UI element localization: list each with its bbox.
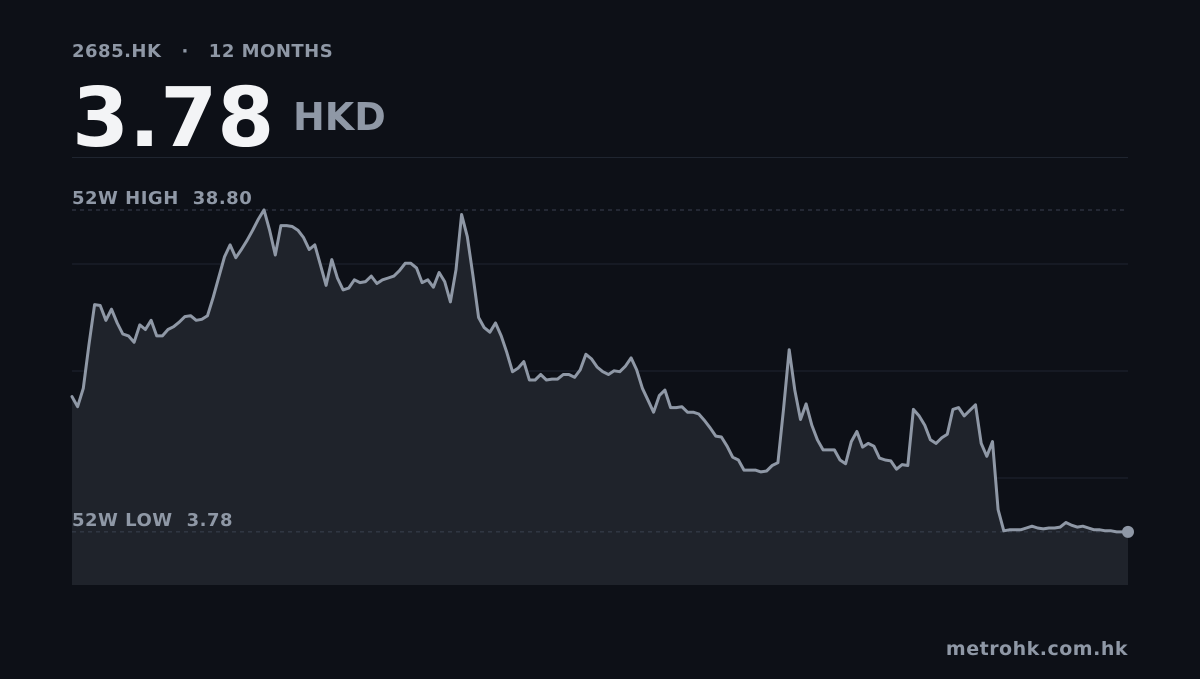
last-point xyxy=(1122,525,1134,538)
ref-value: 38.80 xyxy=(193,188,252,209)
ref-name: 52W HIGH xyxy=(72,188,179,209)
plot-area: 52W HIGH 38.80 52W LOW 3.78 xyxy=(70,188,1134,585)
price-line xyxy=(70,208,1130,534)
area-fill xyxy=(72,209,1128,585)
ref-name: 52W LOW xyxy=(72,510,173,531)
ref-value: 3.78 xyxy=(187,510,233,531)
low-line-label: 52W LOW 3.78 xyxy=(72,510,233,531)
currency: HKD xyxy=(293,95,386,139)
period: 12 MONTHS xyxy=(209,41,333,62)
separator: · xyxy=(181,41,188,62)
source: metrohk.com.hk xyxy=(946,638,1128,660)
header-line: 2685.HK · 12 MONTHS xyxy=(72,41,333,62)
high-line-label: 52W HIGH 38.80 xyxy=(72,188,252,209)
price: 3.78 xyxy=(72,71,274,166)
ticker: 2685.HK xyxy=(72,41,162,62)
